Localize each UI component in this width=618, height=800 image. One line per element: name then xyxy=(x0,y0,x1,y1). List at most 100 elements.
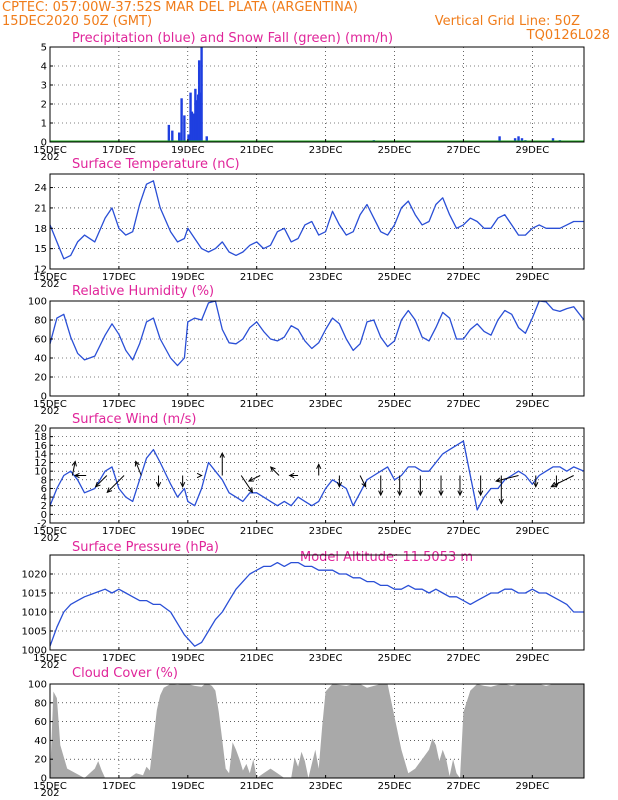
wind-arrow-shaft xyxy=(71,461,76,476)
x-tick-label: 27DEC xyxy=(447,653,481,664)
y-tick-label: 24 xyxy=(34,183,47,194)
x-tick-label: 21DEC xyxy=(240,145,274,156)
x-tick-label: 17DEC xyxy=(102,781,136,792)
panel-title: Precipitation (blue) and Snow Fall (gree… xyxy=(72,31,393,46)
x-tick-label: 19DEC xyxy=(171,272,205,283)
precip-bar xyxy=(205,136,208,142)
panel-title: Relative Humidity (%) xyxy=(72,284,214,299)
wind-arrow xyxy=(478,475,484,497)
wind-arrow-shaft xyxy=(248,475,261,482)
wind-arrow-head xyxy=(316,463,322,470)
wind-arrow xyxy=(397,475,403,497)
y-tick-label: 12 xyxy=(34,265,47,276)
panel-2: Relative Humidity (%) 0 20 40 60 80 100 15DEC 17… xyxy=(28,284,585,417)
wind-arrow-head xyxy=(180,481,186,488)
x-tick-label: 29DEC xyxy=(515,145,549,156)
x-tick-label: 17DEC xyxy=(102,272,136,283)
y-tick-label: 2 xyxy=(41,501,47,512)
panel-frame xyxy=(49,683,585,779)
year-stub: 202 xyxy=(40,406,59,417)
wind-arrow xyxy=(196,472,203,479)
wind-arrow xyxy=(417,475,423,497)
y-tick-label: 10 xyxy=(34,467,47,478)
wind-arrow xyxy=(316,463,322,476)
wind-arrow-head xyxy=(498,498,504,505)
y-tick-label: 14 xyxy=(34,449,47,460)
wind-arrow xyxy=(94,475,108,488)
year-stub: 202 xyxy=(40,788,59,799)
x-tick-label: 17DEC xyxy=(102,145,136,156)
x-tick-label: 25DEC xyxy=(378,399,412,410)
x-tick-label: 23DEC xyxy=(309,272,343,283)
wind-arrow-head xyxy=(417,490,423,497)
y-tick-label: 3 xyxy=(41,81,47,92)
wind-arrow-head xyxy=(269,466,276,472)
precip-bar xyxy=(517,136,520,142)
wind-arrow-shaft xyxy=(496,475,519,482)
precip-bar xyxy=(194,88,197,142)
precip-bar xyxy=(167,124,171,142)
year-stub: 202 xyxy=(40,533,59,544)
y-tick-label: 1015 xyxy=(22,589,47,600)
y-tick-label: 80 xyxy=(34,698,47,709)
y-tick-label: 0 xyxy=(41,510,47,521)
x-tick-label: 19DEC xyxy=(171,526,205,537)
header-grid-note: Vertical Grid Line: 50Z xyxy=(435,14,580,29)
x-tick-label: 21DEC xyxy=(240,781,274,792)
y-tick-label: 60 xyxy=(34,335,47,346)
x-tick-label: 23DEC xyxy=(309,399,343,410)
y-tick-label: 4 xyxy=(41,62,47,73)
wind-arrow-head xyxy=(550,482,557,488)
precip-bar xyxy=(199,92,202,142)
wind-arrow xyxy=(180,475,186,488)
y-tick-label: 100 xyxy=(28,297,47,308)
y-tick-label: 5 xyxy=(41,43,47,54)
x-tick-label: 17DEC xyxy=(102,526,136,537)
precip-bar xyxy=(195,100,198,142)
y-tick-label: 0 xyxy=(41,138,47,149)
wind-arrow-shaft xyxy=(95,475,108,488)
x-tick-label: 27DEC xyxy=(447,526,481,537)
x-tick-label: 15DEC xyxy=(33,145,67,156)
wind-arrow xyxy=(240,475,254,494)
y-tick-label: 1010 xyxy=(22,608,47,619)
x-tick-label: 29DEC xyxy=(515,653,549,664)
x-tick-label: 15DEC xyxy=(33,399,67,410)
panel-frame xyxy=(49,427,585,524)
y-tick-label: 8 xyxy=(41,475,47,486)
x-tick-label: 23DEC xyxy=(309,526,343,537)
y-tick-label: -2 xyxy=(37,519,47,530)
y-tick-label: 0 xyxy=(41,774,47,785)
wind-arrow xyxy=(336,475,343,488)
x-tick-label: 23DEC xyxy=(309,781,343,792)
wind-arrow-head xyxy=(495,477,502,483)
x-tick-label: 29DEC xyxy=(515,781,549,792)
x-tick-label: 21DEC xyxy=(240,399,274,410)
y-tick-label: 6 xyxy=(41,484,47,495)
panel-5: Cloud Cover (%) 0 20 40 60 80 100 15DEC 17DEC 19D… xyxy=(28,666,585,799)
wind-arrow xyxy=(550,475,574,488)
y-tick-label: 20 xyxy=(34,373,47,384)
y-tick-label: 1 xyxy=(41,119,47,130)
x-tick-label: 19DEC xyxy=(171,399,205,410)
wind-arrow xyxy=(269,466,280,476)
x-tick-label: 15DEC xyxy=(33,653,67,664)
y-tick-label: 100 xyxy=(28,680,47,691)
panel-1: Surface Temperature (nC) 12 15 18 21 24 15DEC 1… xyxy=(33,157,585,290)
y-tick-label: 0 xyxy=(41,392,47,403)
wind-arrow-head xyxy=(361,481,367,488)
y-tick-label: 20 xyxy=(34,424,47,435)
x-tick-label: 17DEC xyxy=(102,653,136,664)
precip-bar xyxy=(189,92,192,142)
wind-arrow-head xyxy=(478,490,484,497)
panel-frame xyxy=(49,554,585,651)
precip-bar xyxy=(200,47,203,142)
year-stub: 202 xyxy=(40,152,59,163)
year-stub: 202 xyxy=(40,660,59,671)
panel-frame xyxy=(49,300,585,397)
wind-arrow-head xyxy=(94,481,101,488)
y-tick-label: 1005 xyxy=(22,627,47,638)
panels: Precipitation (blue) and Snow Fall (gree… xyxy=(22,31,585,799)
panel-frame xyxy=(49,173,585,270)
